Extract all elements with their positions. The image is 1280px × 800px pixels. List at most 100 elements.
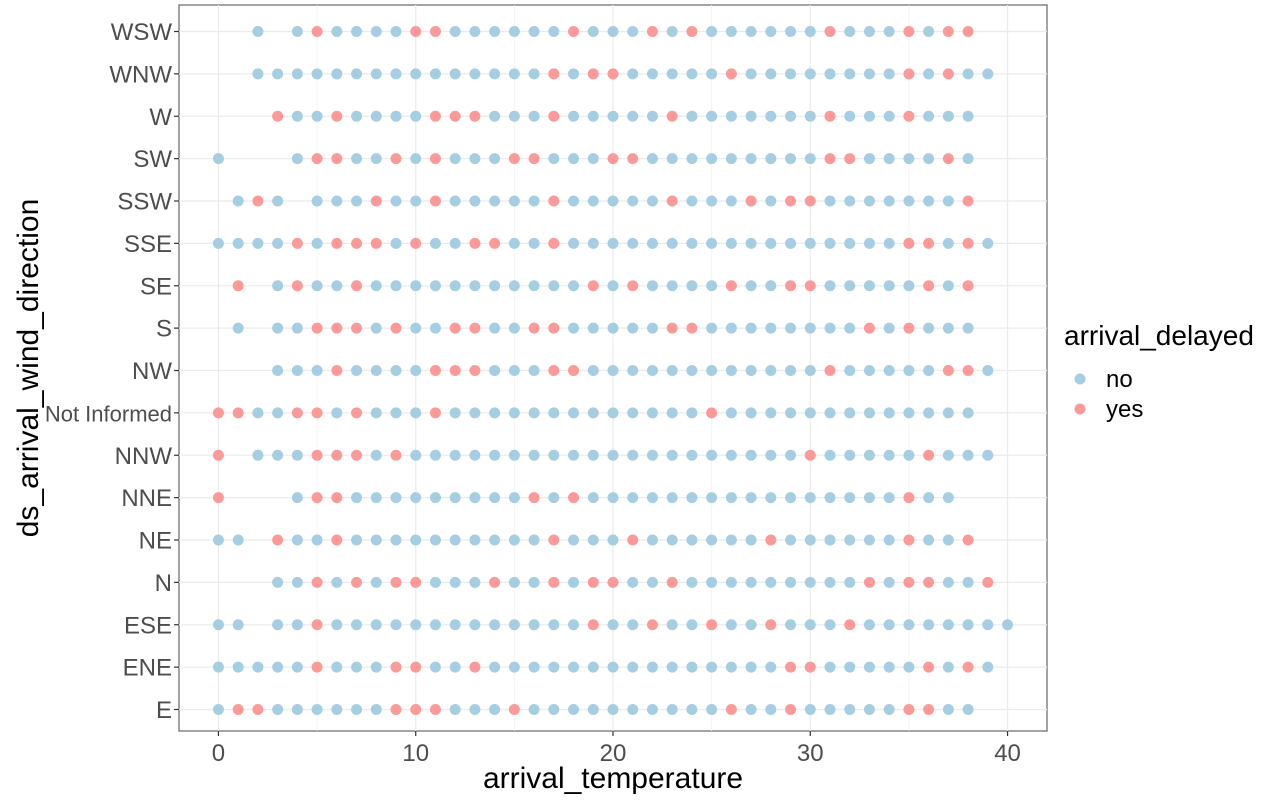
point-sse-no-3 xyxy=(272,237,284,249)
point-nne-no-14 xyxy=(489,492,501,504)
point-nw-no-34 xyxy=(883,365,895,376)
point-nnw-no-27 xyxy=(745,449,757,461)
point-sw-no-8 xyxy=(370,153,382,165)
point-nw-no-36 xyxy=(923,365,935,376)
y-tick-label-ese: ESE xyxy=(124,612,172,639)
point-wnw-yes-17 xyxy=(548,68,560,80)
point-ese-yes-5 xyxy=(311,619,323,631)
point-wsw-yes-35 xyxy=(903,26,915,37)
point-nw-no-4 xyxy=(291,365,303,376)
point-ne-no-34 xyxy=(883,534,895,546)
point-sse-yes-17 xyxy=(548,237,560,249)
point-sw-no-18 xyxy=(568,153,580,165)
point-wnw-no-30 xyxy=(804,68,816,80)
point-e-no-34 xyxy=(883,704,895,715)
point-nne-no-26 xyxy=(725,492,737,504)
point-e-no-38 xyxy=(962,704,974,715)
point-se-yes-30 xyxy=(804,280,816,292)
point-s-no-4 xyxy=(291,322,303,334)
point-sw-yes-20 xyxy=(607,153,619,165)
point-nne-yes-18 xyxy=(568,492,580,504)
point-se-no-12 xyxy=(449,280,461,292)
point-s-no-11 xyxy=(429,322,441,334)
point-se-no-8 xyxy=(370,280,382,292)
point-sw-no-26 xyxy=(725,153,737,165)
point-e-no-30 xyxy=(804,704,816,715)
point-ese-no-27 xyxy=(745,619,757,631)
point-se-yes-7 xyxy=(351,280,363,292)
point-sw-no-34 xyxy=(883,153,895,165)
point-w-no-10 xyxy=(410,110,422,122)
point-ene-yes-9 xyxy=(390,661,402,673)
point-nne-no-28 xyxy=(765,492,777,504)
point-sse-yes-38 xyxy=(962,237,974,249)
point-n-no-31 xyxy=(824,576,836,588)
point-sse-no-33 xyxy=(863,237,875,249)
point-ssw-no-33 xyxy=(863,195,875,207)
point-not-informed-no-37 xyxy=(942,407,954,419)
point-s-no-28 xyxy=(765,322,777,334)
point-nne-no-31 xyxy=(824,492,836,504)
point-ne-no-5 xyxy=(311,534,323,546)
point-n-no-13 xyxy=(469,576,481,588)
point-se-no-3 xyxy=(272,280,284,292)
point-n-no-3 xyxy=(272,576,284,588)
point-not-informed-no-8 xyxy=(370,407,382,419)
point-nne-no-9 xyxy=(390,492,402,504)
point-e-no-3 xyxy=(272,704,284,715)
point-se-no-32 xyxy=(844,280,856,292)
point-w-no-8 xyxy=(370,110,382,122)
point-ene-yes-38 xyxy=(962,661,974,673)
point-nnw-no-8 xyxy=(370,449,382,461)
point-ene-no-0 xyxy=(212,661,224,673)
point-nne-no-19 xyxy=(587,492,599,504)
point-ene-yes-29 xyxy=(785,661,797,673)
point-ne-no-12 xyxy=(449,534,461,546)
point-nw-no-20 xyxy=(607,365,619,376)
point-se-no-10 xyxy=(410,280,422,292)
y-tick-label-w: W xyxy=(149,104,172,131)
point-w-no-38 xyxy=(962,110,974,122)
point-ene-no-17 xyxy=(548,661,560,673)
point-ne-no-10 xyxy=(410,534,422,546)
point-ene-no-20 xyxy=(607,661,619,673)
point-wnw-no-4 xyxy=(291,68,303,80)
point-e-no-19 xyxy=(587,704,599,715)
point-e-no-17 xyxy=(548,704,560,715)
point-s-no-36 xyxy=(923,322,935,334)
point-wnw-no-32 xyxy=(844,68,856,80)
point-wsw-no-36 xyxy=(923,26,935,37)
point-wsw-no-6 xyxy=(331,26,343,37)
point-s-yes-7 xyxy=(351,322,363,334)
point-s-no-18 xyxy=(568,322,580,334)
point-wsw-no-32 xyxy=(844,26,856,37)
point-ese-no-23 xyxy=(666,619,678,631)
point-se-no-28 xyxy=(765,280,777,292)
point-ne-no-20 xyxy=(607,534,619,546)
point-s-no-22 xyxy=(646,322,658,334)
point-ssw-yes-11 xyxy=(429,195,441,207)
point-wnw-no-12 xyxy=(449,68,461,80)
point-ssw-yes-17 xyxy=(548,195,560,207)
point-s-no-38 xyxy=(962,322,974,334)
point-n-yes-5 xyxy=(311,576,323,588)
point-sw-no-24 xyxy=(686,153,698,165)
point-nne-no-25 xyxy=(706,492,718,504)
y-tick-label-wnw: WNW xyxy=(109,61,172,88)
point-se-yes-21 xyxy=(627,280,639,292)
point-se-no-18 xyxy=(568,280,580,292)
point-ne-yes-35 xyxy=(903,534,915,546)
point-e-no-24 xyxy=(686,704,698,715)
y-tick-label-nnw: NNW xyxy=(115,443,173,470)
point-wnw-no-28 xyxy=(765,68,777,80)
point-wnw-yes-26 xyxy=(725,68,737,80)
point-nnw-no-13 xyxy=(469,449,481,461)
point-ese-yes-28 xyxy=(765,619,777,631)
point-e-yes-10 xyxy=(410,704,422,715)
point-w-no-15 xyxy=(508,110,520,122)
point-ssw-no-32 xyxy=(844,195,856,207)
point-nnw-yes-9 xyxy=(390,449,402,461)
point-wsw-no-4 xyxy=(291,26,303,37)
point-ne-no-24 xyxy=(686,534,698,546)
x-tick-label-20: 20 xyxy=(600,740,627,767)
